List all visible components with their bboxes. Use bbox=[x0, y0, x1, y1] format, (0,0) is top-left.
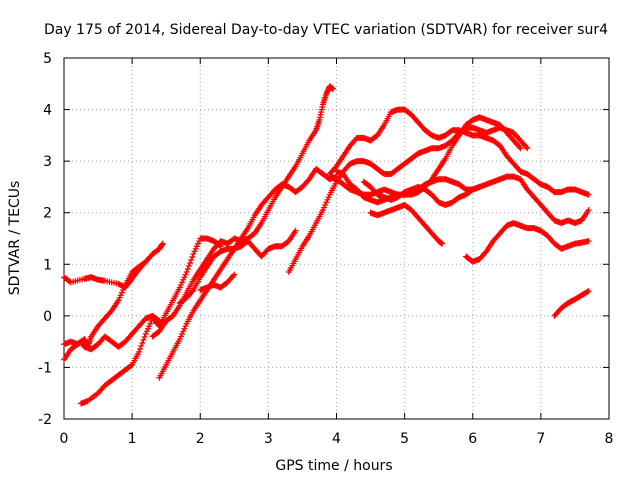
data-point bbox=[292, 227, 299, 234]
data-point bbox=[189, 253, 196, 260]
data-point bbox=[585, 288, 592, 295]
data-point bbox=[141, 333, 148, 340]
x-tick-label: 2 bbox=[196, 431, 205, 447]
data-point bbox=[127, 362, 134, 369]
series-track-p bbox=[551, 288, 592, 319]
y-tick-label: 4 bbox=[43, 103, 52, 119]
data-point bbox=[517, 145, 524, 152]
data-point bbox=[142, 258, 149, 265]
tick-marks bbox=[63, 57, 610, 420]
series-track-m bbox=[367, 201, 446, 247]
data-point bbox=[188, 256, 195, 263]
data-point bbox=[139, 339, 146, 346]
x-tick-label: 3 bbox=[264, 431, 273, 447]
x-tick-labels: 0 1 2 3 4 5 6 7 8 bbox=[60, 431, 614, 447]
data-point bbox=[159, 240, 166, 247]
data-point bbox=[584, 288, 591, 295]
data-point bbox=[476, 183, 483, 190]
data-point bbox=[230, 272, 237, 279]
y-tick-label: 0 bbox=[43, 309, 52, 325]
x-tick-label: 6 bbox=[468, 431, 477, 447]
data-point bbox=[184, 266, 191, 273]
data-point bbox=[138, 342, 145, 349]
data-point bbox=[523, 143, 530, 150]
data-point bbox=[187, 259, 194, 266]
series-track-j bbox=[326, 106, 592, 198]
series-track-o bbox=[462, 220, 592, 265]
x-tick-label: 8 bbox=[605, 431, 614, 447]
data-point bbox=[585, 238, 592, 245]
series-track-b bbox=[61, 258, 149, 350]
data-point bbox=[107, 308, 114, 315]
data-point bbox=[439, 240, 446, 247]
data-point bbox=[305, 177, 312, 184]
data-point bbox=[231, 271, 238, 278]
y-tick-labels: -2 -1 0 1 2 3 4 5 bbox=[38, 51, 52, 428]
data-point bbox=[585, 191, 592, 198]
data-point bbox=[137, 345, 144, 352]
x-tick-label: 7 bbox=[536, 431, 545, 447]
chart-title: Day 175 of 2014, Sidereal Day-to-day VTE… bbox=[44, 22, 608, 38]
data-point bbox=[141, 259, 148, 266]
data-point bbox=[332, 164, 339, 171]
series-track-f bbox=[149, 83, 337, 340]
data-point bbox=[585, 207, 592, 214]
y-tick-label: 5 bbox=[43, 51, 52, 67]
y-tick-label: 2 bbox=[43, 206, 52, 222]
data-point bbox=[135, 348, 142, 355]
series-track-g bbox=[176, 227, 299, 306]
data-point bbox=[189, 288, 196, 295]
y-tick-label: -2 bbox=[38, 412, 52, 428]
data-point bbox=[185, 263, 192, 270]
x-tick-label: 4 bbox=[332, 431, 341, 447]
series-track-n bbox=[360, 178, 483, 208]
data-point bbox=[140, 336, 147, 343]
x-axis-label: GPS time / hours bbox=[275, 458, 392, 474]
data-point bbox=[183, 269, 190, 276]
data-points bbox=[61, 83, 592, 407]
y-tick-label: -1 bbox=[38, 360, 52, 376]
series-track-c bbox=[61, 312, 163, 363]
series-track-d bbox=[78, 235, 224, 407]
y-tick-label: 3 bbox=[43, 154, 52, 170]
data-point bbox=[524, 145, 531, 152]
data-point bbox=[516, 143, 523, 150]
data-point bbox=[482, 249, 489, 256]
series-track-h bbox=[197, 271, 238, 294]
x-tick-label: 1 bbox=[128, 431, 137, 447]
data-point bbox=[330, 85, 337, 92]
y-axis-label: SDTVAR / TECUs bbox=[7, 181, 23, 296]
x-tick-label: 5 bbox=[400, 431, 409, 447]
y-tick-label: 1 bbox=[43, 257, 52, 273]
x-tick-label: 0 bbox=[60, 431, 69, 447]
